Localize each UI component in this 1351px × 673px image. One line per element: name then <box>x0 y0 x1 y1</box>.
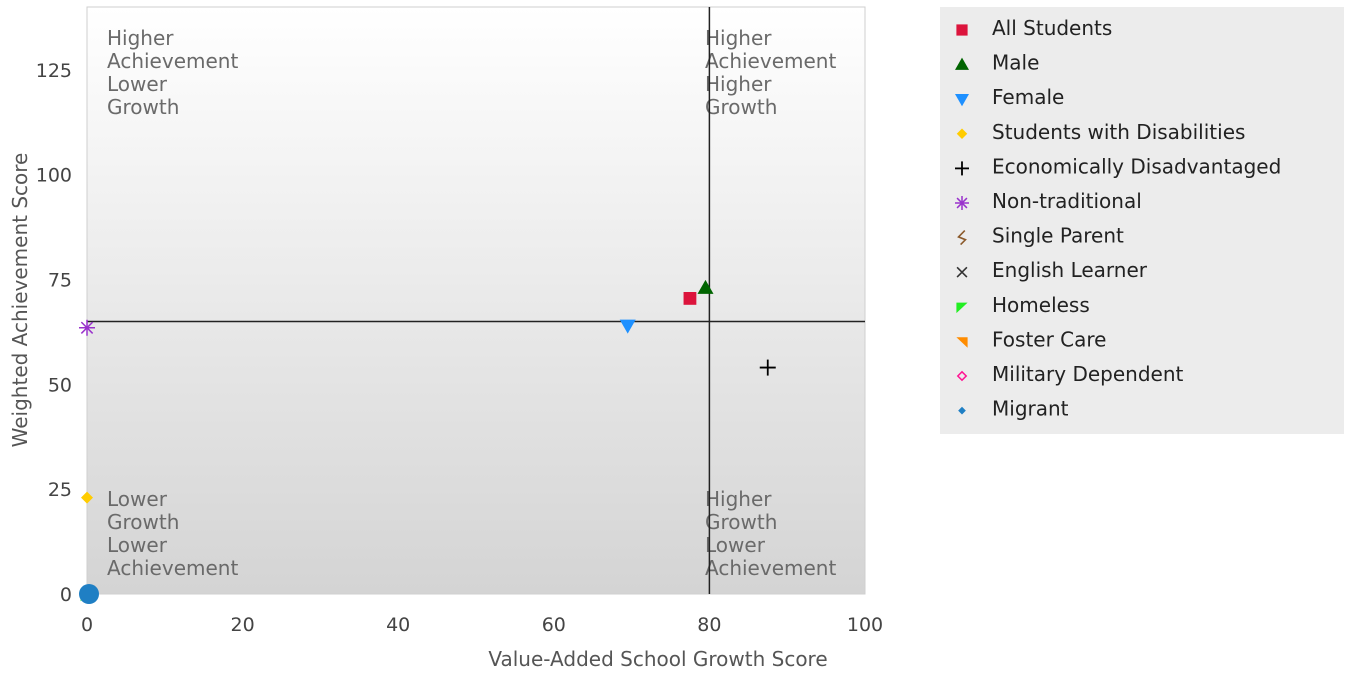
legend-item-foster-care: Foster Care <box>956 327 1106 351</box>
quadrant-label-top-right: Growth <box>705 95 777 119</box>
plot-area <box>86 6 866 595</box>
quadrant-label-top-left: Lower <box>107 72 168 96</box>
quadrant-labels: HigherAchievementLowerGrowthHigherAchiev… <box>107 26 836 580</box>
quadrant-label-top-right: Higher <box>705 26 772 50</box>
legend-label: Single Parent <box>992 224 1124 248</box>
y-axis-title: Weighted Achievement Score <box>8 153 32 448</box>
y-tick-label: 125 <box>36 60 72 82</box>
legend-label: Migrant <box>992 397 1069 421</box>
y-tick-label: 25 <box>48 479 72 501</box>
legend-label: Economically Disadvantaged <box>992 154 1281 178</box>
legend-marker <box>956 128 968 140</box>
legend-item-all-students: All Students <box>956 16 1112 40</box>
legend-label: All Students <box>992 16 1112 40</box>
quadrant-label-top-right: Achievement <box>705 49 836 73</box>
quadrant-label-bottom-right: Lower <box>705 533 766 557</box>
quadrant-label-bottom-right: Growth <box>705 510 777 534</box>
legend-marker <box>956 24 968 36</box>
x-tick-label: 0 <box>81 614 93 636</box>
data-point-male <box>697 279 714 294</box>
legend-label: Male <box>992 51 1039 75</box>
quadrant-label-bottom-left: Lower <box>107 533 168 557</box>
y-tick-label: 75 <box>48 270 72 292</box>
data-point-migrant-cluster <box>79 584 99 604</box>
legend-item-single-parent: Single Parent <box>957 224 1124 248</box>
legend-item-female: Female <box>955 85 1064 109</box>
quadrant-label-bottom-right: Achievement <box>705 556 836 580</box>
legend-item-english-learner: English Learner <box>956 258 1148 282</box>
legend-item-homeless: Homeless <box>956 293 1090 317</box>
data-point-female <box>619 319 636 334</box>
legend-marker <box>957 230 967 246</box>
x-axis-title: Value-Added School Growth Score <box>488 647 827 671</box>
legend-label: Non-traditional <box>992 189 1142 213</box>
x-axis-ticks: 0 20 40 60 80 100 <box>81 614 883 636</box>
x-tick-label: 60 <box>542 614 566 636</box>
quadrant-label-bottom-left: Achievement <box>107 556 238 580</box>
data-points <box>79 279 776 604</box>
y-tick-label: 100 <box>36 165 72 187</box>
legend-item-male: Male <box>955 51 1039 75</box>
legend-marker <box>956 337 968 348</box>
y-tick-label: 0 <box>60 584 72 606</box>
legend-item-migrant: Migrant <box>958 397 1069 421</box>
legend-label: Military Dependent <box>992 362 1183 386</box>
legend-label: Female <box>992 85 1064 109</box>
x-tick-label: 20 <box>231 614 255 636</box>
legend-label: Homeless <box>992 293 1090 317</box>
quadrant-label-top-left: Higher <box>107 26 174 50</box>
quadrant-label-top-left: Achievement <box>107 49 238 73</box>
legend-marker <box>955 57 969 70</box>
legend-marker <box>958 406 966 415</box>
quadrant-label-top-right: Higher <box>705 72 772 96</box>
y-axis-ticks: 0 25 50 75 100 125 <box>36 60 72 606</box>
legend-marker <box>955 196 969 210</box>
legend-marker <box>955 93 969 107</box>
reference-lines <box>87 7 865 594</box>
legend-item-military-dependent: Military Dependent <box>956 362 1183 386</box>
quadrant-label-bottom-left: Growth <box>107 510 179 534</box>
legend-marker <box>956 370 968 382</box>
legend-item-economically-disadvantaged: Economically Disadvantaged <box>955 154 1281 178</box>
quadrant-label-bottom-left: Lower <box>107 487 168 511</box>
quadrant-label-bottom-right: Higher <box>705 487 772 511</box>
legend-label: English Learner <box>992 258 1148 282</box>
data-point-students-with-disabilities <box>81 491 93 504</box>
x-tick-label: 80 <box>697 614 721 636</box>
legend-label: Foster Care <box>992 327 1106 351</box>
legend-marker <box>956 266 968 278</box>
legend-box <box>940 7 1344 434</box>
data-point-economically-disadvantaged <box>759 359 776 376</box>
legend-item-non-traditional: Non-traditional <box>955 189 1142 213</box>
legend-item-students-with-disabilities: Students with Disabilities <box>956 120 1245 144</box>
legend-label: Students with Disabilities <box>992 120 1245 144</box>
x-tick-label: 100 <box>847 614 883 636</box>
legend-marker <box>956 302 968 314</box>
data-point-non-traditional <box>79 319 95 336</box>
legend-marker <box>955 161 969 176</box>
data-point-all-students <box>683 292 697 305</box>
legend: All Students Male Female Students with Disa… <box>955 16 1281 421</box>
x-tick-label: 40 <box>386 614 410 636</box>
y-tick-label: 50 <box>48 374 72 396</box>
quadrant-label-top-left: Growth <box>107 95 179 119</box>
